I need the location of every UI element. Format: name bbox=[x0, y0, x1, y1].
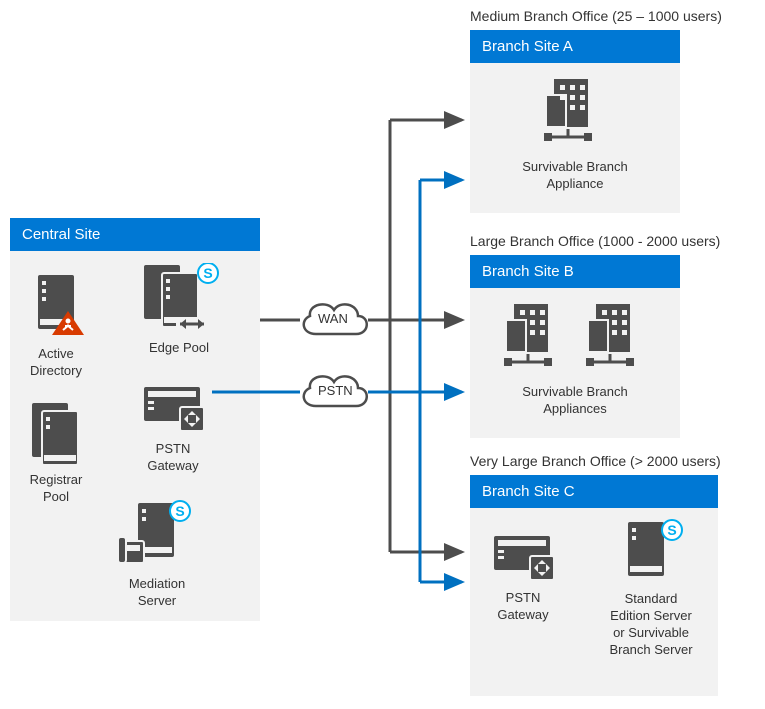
pstn-label: PSTN bbox=[318, 383, 353, 398]
branch-c-header: Branch Site C bbox=[470, 475, 718, 508]
active-directory-node: Active Directory bbox=[28, 271, 84, 380]
branch-c-std-node: S Standard Edition Server or Survivable … bbox=[596, 516, 706, 659]
pstn-cloud: PSTN bbox=[296, 368, 374, 421]
central-site-header: Central Site bbox=[10, 218, 260, 251]
pstn-gateway-node: PSTN Gateway bbox=[138, 381, 208, 475]
branch-a-section-label: Medium Branch Office (25 – 1000 users) bbox=[470, 8, 722, 24]
mediation-server-label: Mediation Server bbox=[118, 576, 196, 610]
active-directory-label: Active Directory bbox=[28, 346, 84, 380]
server-pair-icon bbox=[28, 401, 84, 467]
server-icon: S bbox=[612, 516, 690, 586]
server-icon bbox=[28, 271, 84, 341]
branch-b-section-label: Large Branch Office (1000 - 2000 users) bbox=[470, 233, 720, 249]
branch-c-std-label: Standard Edition Server or Survivable Br… bbox=[596, 591, 706, 659]
sba-icon-b1 bbox=[500, 298, 568, 379]
building-icon bbox=[540, 73, 608, 149]
gateway-icon bbox=[488, 530, 558, 585]
registrar-pool-node: Registrar Pool bbox=[28, 401, 84, 506]
svg-text:S: S bbox=[175, 503, 184, 519]
branch-b-label: Survivable Branch Appliances bbox=[470, 384, 680, 418]
svg-text:S: S bbox=[203, 265, 212, 281]
pstn-gateway-label: PSTN Gateway bbox=[138, 441, 208, 475]
registrar-pool-label: Registrar Pool bbox=[28, 472, 84, 506]
branch-a-label: Survivable Branch Appliance bbox=[470, 159, 680, 193]
branch-site-a-panel: Branch Site A Survivable Branch Applianc… bbox=[470, 30, 680, 213]
svg-text:S: S bbox=[667, 522, 676, 538]
server-pair-icon: S bbox=[138, 263, 220, 335]
sba-icon-b2 bbox=[582, 298, 650, 379]
branch-c-pstn-node: PSTN Gateway bbox=[488, 530, 558, 624]
edge-pool-node: S Edge Pool bbox=[138, 263, 220, 357]
branch-c-pstn-label: PSTN Gateway bbox=[488, 590, 558, 624]
sba-icon-a bbox=[540, 73, 608, 154]
wan-label: WAN bbox=[318, 311, 348, 326]
wan-cloud: WAN bbox=[296, 296, 374, 349]
server-phone-icon: S bbox=[118, 499, 196, 571]
branch-site-c-panel: Branch Site C PSTN Gateway bbox=[470, 475, 718, 696]
edge-pool-label: Edge Pool bbox=[138, 340, 220, 357]
branch-a-header: Branch Site A bbox=[470, 30, 680, 63]
central-site-panel: Central Site Active Directory bbox=[10, 218, 260, 621]
branch-site-b-panel: Branch Site B Survivable Branch Applianc… bbox=[470, 255, 680, 438]
branch-c-section-label: Very Large Branch Office (> 2000 users) bbox=[470, 453, 721, 469]
gateway-icon bbox=[138, 381, 208, 436]
mediation-server-node: S Mediation Server bbox=[118, 499, 196, 610]
branch-b-header: Branch Site B bbox=[470, 255, 680, 288]
